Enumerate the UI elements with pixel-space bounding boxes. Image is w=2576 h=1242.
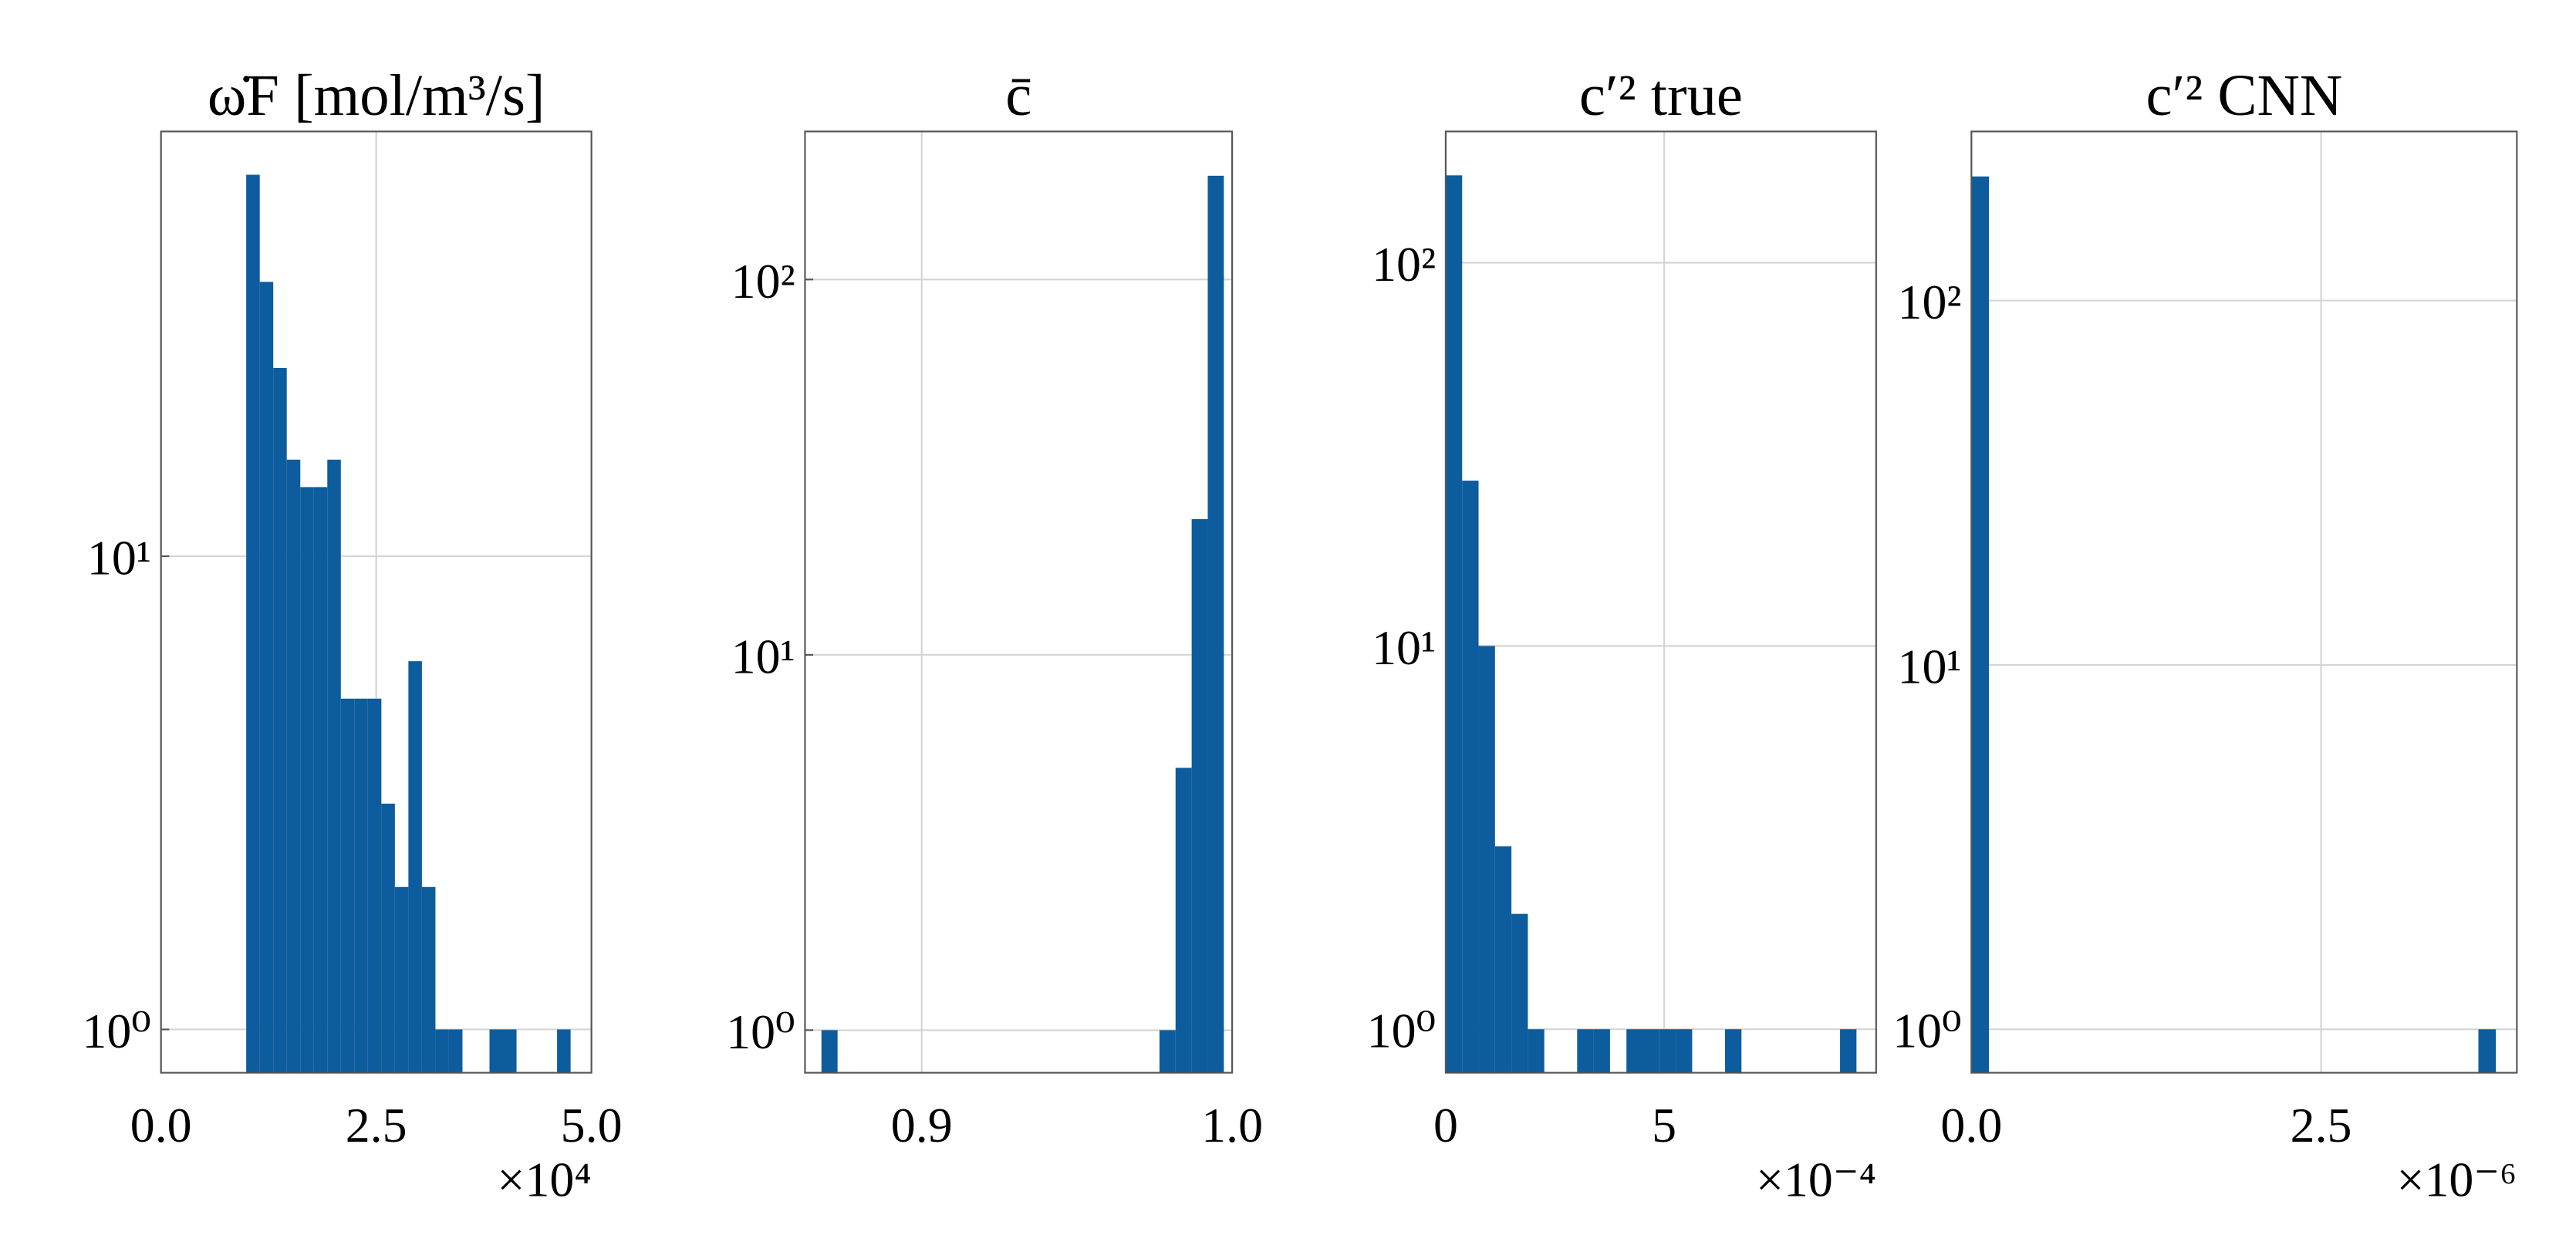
y-tick-label: 10⁰ [1367, 1004, 1436, 1058]
histogram-bar [340, 698, 355, 1073]
histogram-bar [1676, 1029, 1693, 1073]
y-tick-label: 10¹ [1372, 620, 1436, 675]
histogram-bar [1593, 1029, 1610, 1073]
offset-text: ×10⁻⁶ [2396, 1152, 2517, 1207]
histogram-bar [1462, 481, 1479, 1073]
histogram-bar [435, 1029, 449, 1073]
x-tick-label: 2.5 [346, 1098, 407, 1153]
y-tick-label: 10⁰ [726, 1004, 795, 1059]
histogram-bar [1511, 913, 1528, 1073]
histogram-bar [1494, 846, 1512, 1073]
histogram-bar [1971, 176, 1990, 1073]
chart-title: c′² CNN [2146, 62, 2342, 128]
histogram-bar [1159, 1030, 1176, 1073]
histogram-bar [408, 661, 422, 1073]
histogram-bar [1478, 646, 1495, 1073]
x-tick-label: 5 [1652, 1098, 1676, 1153]
y-tick-label: 10¹ [1898, 639, 1962, 694]
histogram-bar [489, 1029, 504, 1073]
chart-title: c̄ [1005, 62, 1031, 128]
histogram-bar [1528, 1029, 1545, 1073]
histogram-bar [448, 1029, 463, 1073]
chart-title: ω̇F [mol/m³/s] [208, 62, 545, 128]
y-tick-label: 10¹ [731, 629, 795, 683]
histogram-bar [1577, 1029, 1594, 1073]
x-tick-label: 0.0 [1940, 1098, 2002, 1153]
histogram-bar [1207, 175, 1224, 1073]
x-tick-label: 0 [1433, 1098, 1458, 1153]
histogram-bar [300, 487, 314, 1073]
histogram-bar [1191, 518, 1208, 1073]
offset-text: ×10⁻⁴ [1756, 1152, 1876, 1207]
histogram-bar [1626, 1029, 1643, 1073]
histogram-bar [503, 1029, 517, 1073]
x-tick-label: 0.0 [130, 1098, 192, 1153]
axes-frame [804, 130, 1234, 1074]
histogram-bar [246, 174, 260, 1073]
histogram-bar [557, 1029, 571, 1073]
offset-text: ×10⁴ [497, 1152, 591, 1207]
histogram-bar [354, 698, 368, 1073]
histogram-bar [421, 886, 436, 1073]
histogram-bar [1175, 768, 1192, 1073]
x-tick-label: 0.9 [891, 1098, 953, 1153]
y-tick-label: 10⁰ [82, 1004, 150, 1058]
histogram-bar [327, 459, 341, 1073]
histogram-bar [367, 698, 382, 1073]
histogram-bar [313, 487, 328, 1073]
histogram-bar [2478, 1029, 2497, 1073]
histogram-bar [1840, 1029, 1857, 1073]
histogram-bar [1445, 175, 1463, 1073]
y-tick-label: 10² [731, 254, 795, 309]
histogram-bar [273, 367, 287, 1073]
y-tick-label: 10¹ [87, 530, 151, 585]
axes-frame [1970, 130, 2518, 1074]
histogram-bar [1724, 1029, 1742, 1073]
histogram-bar [1642, 1029, 1659, 1073]
x-tick-label: 5.0 [561, 1098, 623, 1153]
histogram-bar [381, 803, 395, 1073]
y-tick-label: 10² [1898, 275, 1962, 329]
y-tick-label: 10² [1372, 237, 1436, 292]
histogram-bar [821, 1030, 838, 1073]
y-tick-label: 10⁰ [1892, 1004, 1961, 1058]
histogram-bar [394, 886, 409, 1073]
histogram-bar [1659, 1029, 1676, 1073]
histogram-bar [286, 459, 301, 1073]
x-tick-label: 1.0 [1201, 1098, 1263, 1153]
x-tick-label: 2.5 [2291, 1098, 2352, 1153]
chart-title: c′² true [1579, 62, 1743, 128]
axes-frame [1444, 130, 1877, 1074]
histogram-bar [259, 282, 274, 1073]
axes-frame [160, 130, 593, 1074]
